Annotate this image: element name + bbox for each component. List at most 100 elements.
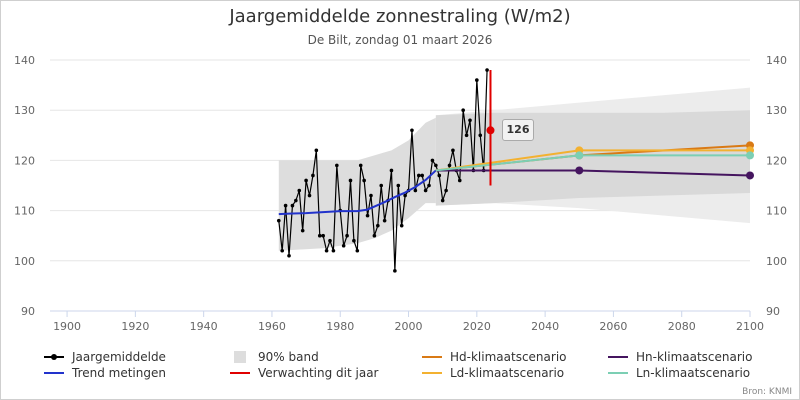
data-point <box>389 168 394 173</box>
legend-item-90-band[interactable]: 90% band <box>226 349 319 365</box>
data-point <box>352 238 356 243</box>
data-point <box>393 269 397 273</box>
data-point <box>369 193 373 198</box>
data-point <box>427 183 431 188</box>
data-point <box>365 213 370 218</box>
legend-label: Jaargemiddelde <box>72 350 166 364</box>
legend-label: Trend metingen <box>72 366 166 380</box>
data-point <box>423 188 428 193</box>
legend-symbol-line <box>604 351 632 363</box>
data-point <box>311 173 315 178</box>
legend-symbol-line <box>418 351 446 363</box>
data-point <box>403 193 407 198</box>
legend-item-hn-scenario[interactable]: Hn-klimaatscenario <box>604 349 752 365</box>
data-point <box>297 188 302 193</box>
data-point <box>307 193 312 198</box>
data-point <box>355 248 360 253</box>
data-point <box>335 163 339 168</box>
data-point <box>485 68 489 72</box>
data-point <box>345 233 349 238</box>
forecast-point <box>486 126 495 135</box>
data-point <box>376 223 380 228</box>
x-tick-label: 1940 <box>190 320 218 333</box>
legend-item-ln-scenario[interactable]: Ln-klimaatscenario <box>604 365 750 381</box>
legend-item-jaargemiddelde[interactable]: Jaargemiddelde <box>40 349 166 365</box>
data-point <box>396 183 401 188</box>
legend-item-verwachting[interactable]: Verwachting dit jaar <box>226 365 379 381</box>
data-point <box>379 183 384 188</box>
data-point <box>294 198 298 203</box>
y-tick-label-left: 90 <box>21 305 35 318</box>
data-point <box>399 223 404 228</box>
y-tick-label-right: 140 <box>766 54 787 67</box>
legend-item-trend[interactable]: Trend metingen <box>40 365 166 381</box>
x-tick-label: 2020 <box>463 320 491 333</box>
data-point <box>290 203 295 208</box>
data-point <box>444 188 448 193</box>
x-tick-label: 2060 <box>599 320 627 333</box>
x-tick-label: 2000 <box>395 320 423 333</box>
data-point <box>317 233 322 238</box>
legend-label: Hn-klimaatscenario <box>636 350 753 364</box>
x-tick-label: 2100 <box>736 320 764 333</box>
y-tick-label-left: 120 <box>14 154 35 167</box>
legend-item-hd-scenario[interactable]: Hd-klimaatscenario <box>418 349 567 365</box>
data-point <box>434 163 438 168</box>
x-tick-label: 2040 <box>531 320 559 333</box>
legend-symbol-box <box>226 351 254 363</box>
legend-symbol-line-dot <box>40 351 68 363</box>
chart-title: Jaargemiddelde zonnestraling (W/m2) <box>229 6 571 27</box>
forecast-value-label: 126 <box>502 119 534 141</box>
data-point <box>314 148 319 153</box>
data-point <box>478 133 483 138</box>
legend-label: Ld-klimaatscenario <box>450 366 565 380</box>
legend-symbol-line <box>40 367 68 379</box>
data-point <box>283 203 288 208</box>
y-tick-label-right: 130 <box>766 104 787 117</box>
data-point <box>475 78 479 82</box>
legend-label: Ln-klimaatscenario <box>636 366 751 380</box>
y-tick-label-right: 120 <box>766 154 787 167</box>
data-point <box>464 133 469 138</box>
legend-item-ld-scenario[interactable]: Ld-klimaatscenario <box>418 365 564 381</box>
source-credit: Bron: KNMI <box>742 387 792 397</box>
data-point <box>420 173 424 178</box>
data-point <box>437 173 442 178</box>
legend-label: 90% band <box>258 350 319 364</box>
data-point <box>358 163 363 168</box>
legend-symbol-line <box>418 367 446 379</box>
data-point <box>447 163 452 168</box>
legend-symbol-line <box>604 367 632 379</box>
data-point <box>348 178 353 183</box>
data-point <box>300 228 305 233</box>
data-point <box>331 248 336 253</box>
x-tick-label: 1980 <box>326 320 354 333</box>
chart-legend: Jaargemiddelde 90% band Hd-klimaatscenar… <box>0 345 800 385</box>
data-point <box>413 188 418 193</box>
data-point <box>362 178 366 183</box>
data-point <box>321 233 325 238</box>
data-point <box>457 178 462 183</box>
data-point <box>451 148 455 153</box>
data-point <box>382 218 387 223</box>
y-tick-label-left: 140 <box>14 54 35 67</box>
data-point <box>341 243 346 248</box>
data-point <box>410 128 414 133</box>
data-point <box>324 248 329 253</box>
x-tick-label: 1960 <box>258 320 286 333</box>
data-point <box>416 173 421 178</box>
data-point <box>372 233 377 238</box>
y-tick-label-left: 100 <box>14 255 35 268</box>
y-tick-label-right: 110 <box>766 205 787 218</box>
legend-label: Verwachting dit jaar <box>258 366 379 380</box>
legend-symbol-line <box>226 367 254 379</box>
y-tick-label-right: 100 <box>766 255 787 268</box>
scenario-marker <box>746 151 754 160</box>
chart-subtitle: De Bilt, zondag 01 maart 2026 <box>307 33 493 47</box>
x-tick-label: 1920 <box>121 320 149 333</box>
data-point <box>276 218 281 223</box>
scenario-marker <box>575 151 584 160</box>
legend-label: Hd-klimaatscenario <box>450 350 567 364</box>
data-point <box>461 108 465 112</box>
